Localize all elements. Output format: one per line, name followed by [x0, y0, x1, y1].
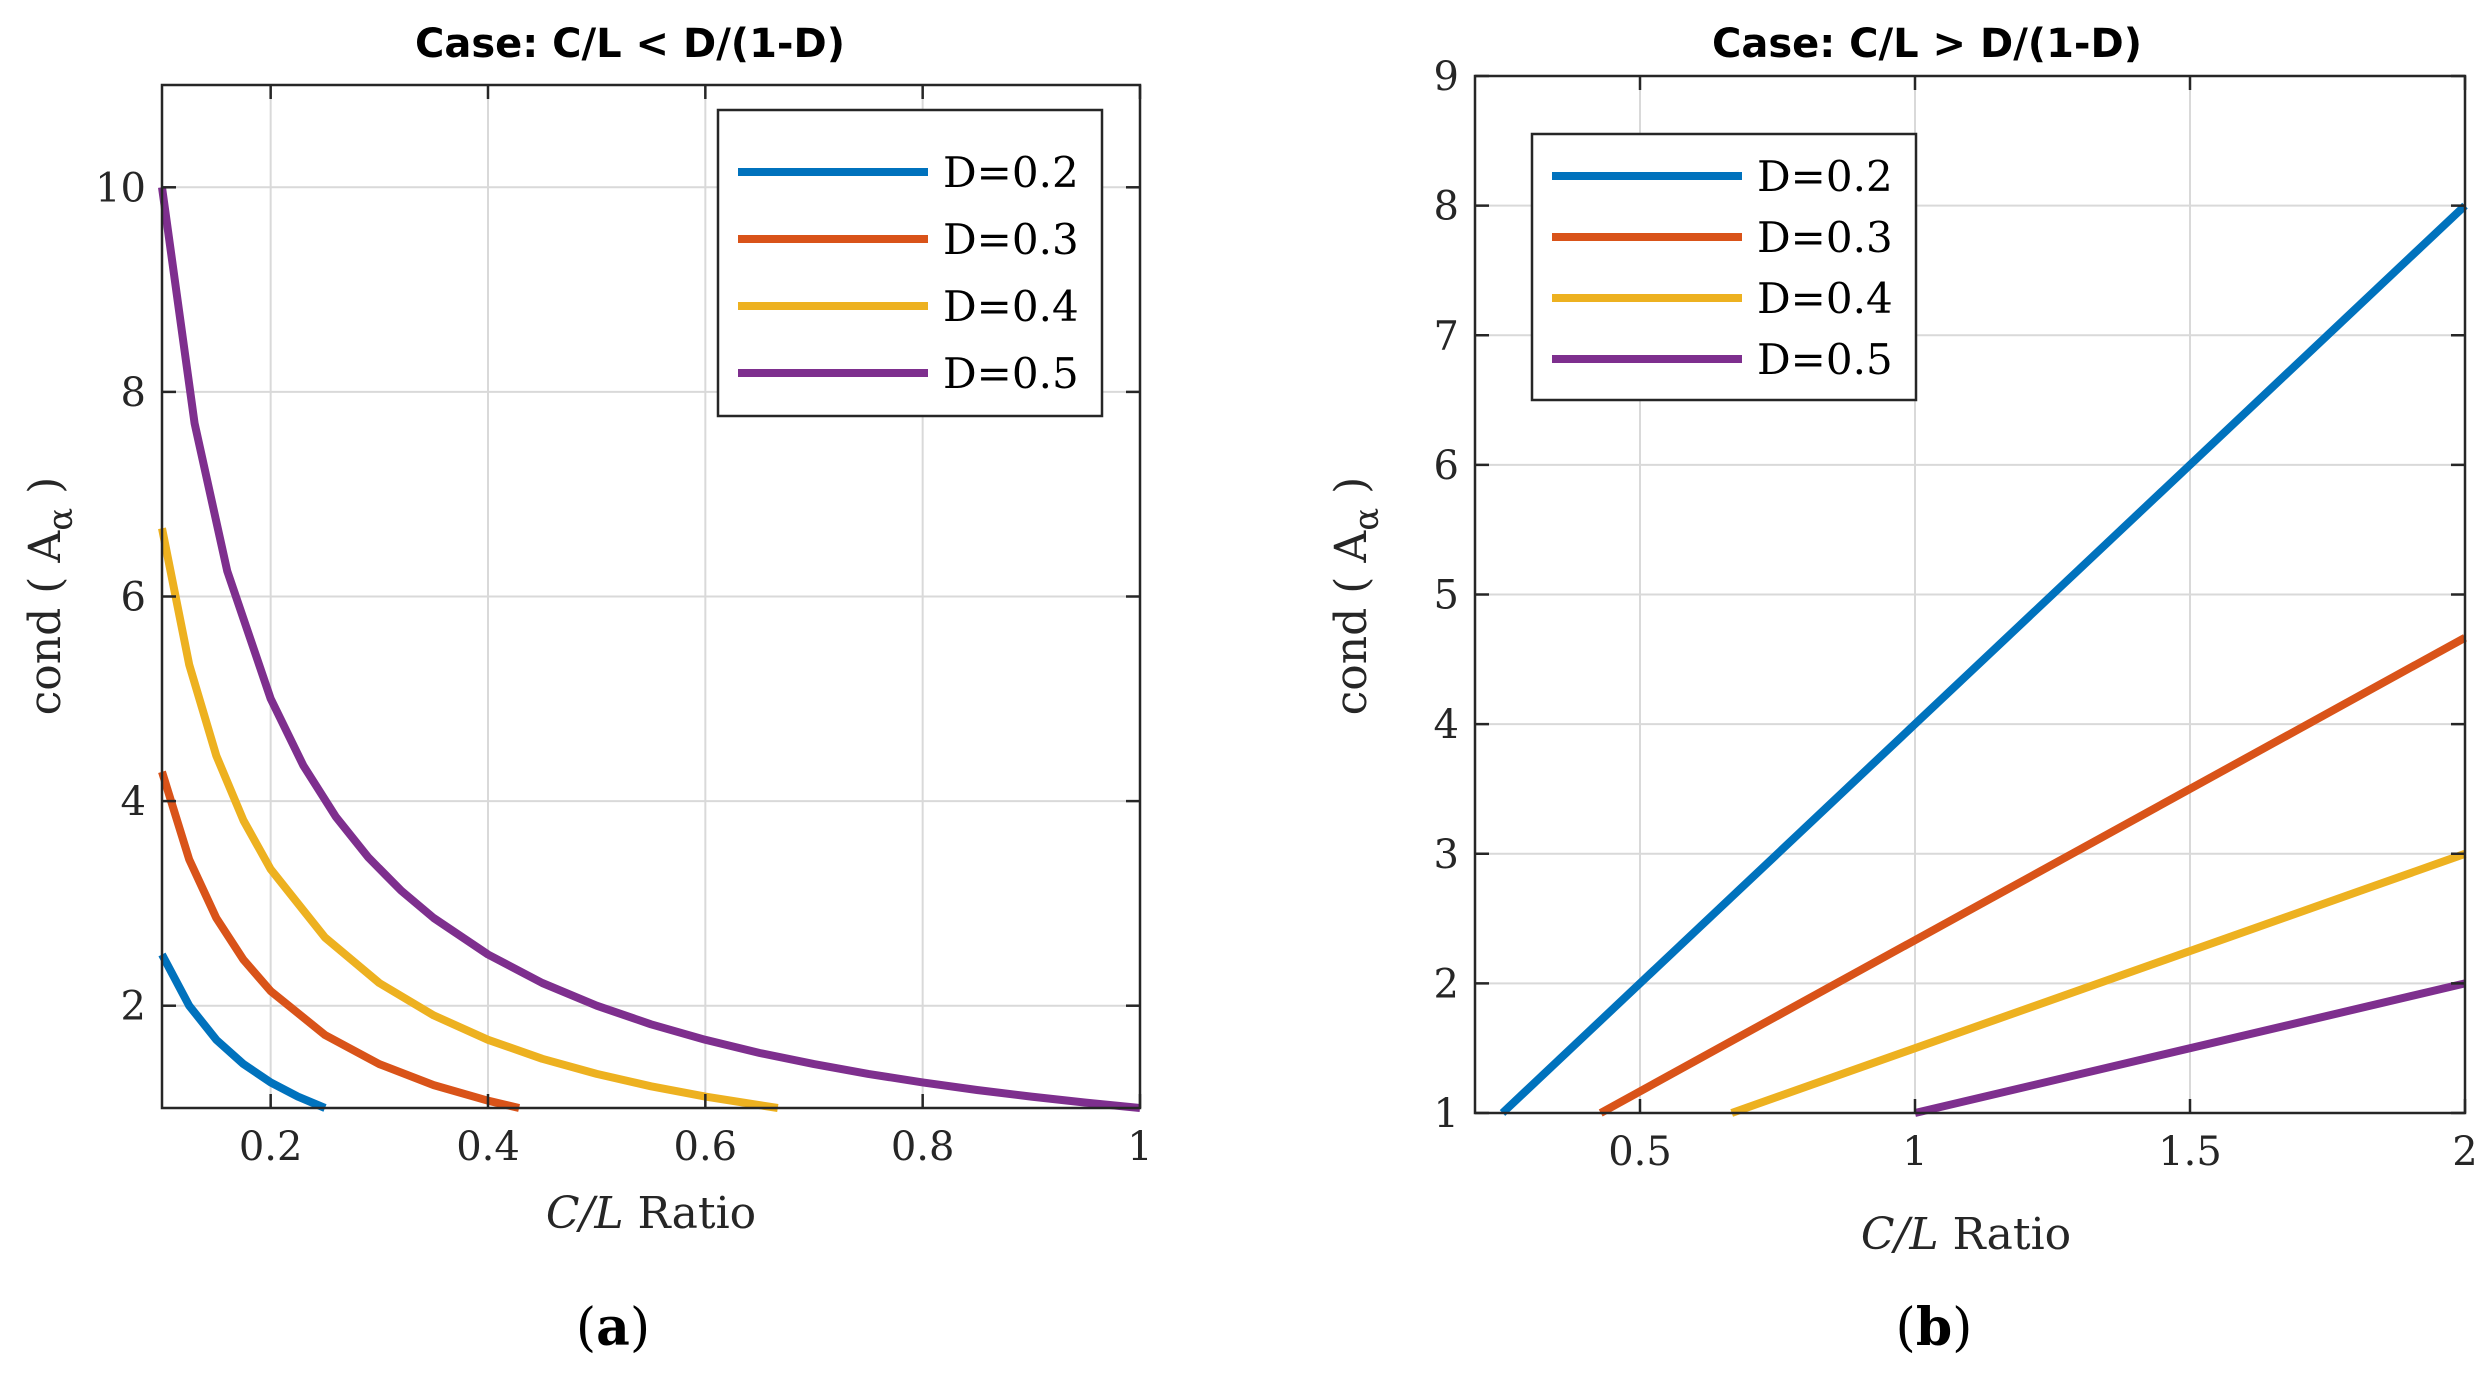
y-tick-label: 3 — [1434, 832, 1459, 878]
legend-entry-label: D=0.4 — [943, 282, 1079, 331]
x-tick-label: 2 — [2452, 1129, 2477, 1175]
series-group-b — [1499, 202, 2468, 1117]
x-axis-label-a: C/L Ratio — [546, 1188, 756, 1239]
y-tick-label: 1 — [1434, 1091, 1459, 1137]
chart-panel-a: Case: C/L < D/(1-D) 0.2 0.4 0.6 0.8 1246810 … — [20, 21, 1153, 1358]
panel-label-b: (b) — [1896, 1297, 1973, 1358]
legend-entry-label: D=0.2 — [1757, 152, 1893, 201]
x-axis-label-rest-a: Ratio — [624, 1188, 757, 1239]
y-axis-label-b: cond ( Aα ) — [1326, 477, 1387, 716]
y-axis-label-a: cond ( Aα ) — [20, 477, 81, 716]
series-line-d-0-5 — [158, 186, 1141, 1112]
series-line-d-0-3 — [158, 770, 521, 1112]
y-axis-label-main-b: cond ( A — [1326, 530, 1377, 716]
series-line-d-0-3 — [1598, 634, 2467, 1117]
panel-letter-b: b — [1916, 1297, 1952, 1358]
y-tick-label: 2 — [1434, 961, 1459, 1007]
series-line-d-0-2 — [1499, 202, 2468, 1116]
panel-letter-a: a — [596, 1297, 630, 1358]
legend-b: D=0.2 D=0.3 D=0.4 D=0.5 — [1530, 132, 1918, 402]
legend-entry-label: D=0.5 — [1757, 335, 1893, 384]
y-tick-label: 8 — [121, 370, 146, 416]
y-tick-label: 4 — [121, 779, 146, 825]
chart-panel-b: Case: C/L > D/(1-D) 0.5 1 1.5 2 1 2 3 4 5 6 7 8 9 C/… — [1326, 21, 2478, 1358]
y-axis-label-close-a: ) — [20, 477, 71, 508]
y-tick-label: 6 — [1434, 443, 1459, 489]
series-group-a — [158, 186, 1141, 1112]
y-axis-label-main-a: cond ( A — [20, 530, 71, 716]
x-tick-label: 0.4 — [456, 1124, 520, 1170]
legend-entry-label: D=0.3 — [943, 215, 1079, 264]
y-tick-label: 2 — [121, 984, 146, 1030]
series-line-d-0-2 — [158, 952, 327, 1112]
chart-title-b: Case: C/L > D/(1-D) — [1712, 21, 2142, 67]
ticks-b: 0.5 1 1.5 2 1 2 3 4 5 6 7 8 9 — [1434, 54, 2478, 1175]
y-axis-label-sub-b: α — [1347, 508, 1387, 531]
y-axis-label-close-b: ) — [1326, 477, 1377, 508]
y-tick-label: 10 — [95, 165, 146, 211]
y-tick-label: 6 — [121, 575, 146, 621]
x-axis-label-italic-b: C/L — [1861, 1209, 1939, 1260]
legend-entry-label: D=0.4 — [1757, 274, 1893, 323]
series-line-d-0-5 — [1914, 979, 2466, 1117]
chart-title-a: Case: C/L < D/(1-D) — [415, 21, 845, 67]
x-tick-label: 0.5 — [1608, 1129, 1672, 1175]
y-tick-label: 4 — [1434, 702, 1459, 748]
x-tick-label: 1 — [1127, 1124, 1152, 1170]
y-axis-label-sub-a: α — [41, 508, 81, 531]
x-tick-label: 0.6 — [674, 1124, 738, 1170]
legend-a: D=0.2 D=0.3 D=0.4 D=0.5 — [716, 108, 1104, 418]
x-axis-label-b: C/L Ratio — [1861, 1209, 2071, 1260]
x-tick-label: 0.2 — [239, 1124, 303, 1170]
x-tick-label: 0.8 — [891, 1124, 955, 1170]
series-line-d-0-4 — [1730, 850, 2467, 1117]
y-tick-label: 8 — [1434, 184, 1459, 230]
x-axis-label-italic-a: C/L — [546, 1188, 624, 1239]
legend-entry-label: D=0.3 — [1757, 213, 1893, 262]
panel-label-a: (a) — [576, 1297, 650, 1358]
y-tick-label: 9 — [1434, 54, 1459, 100]
legend-entry-label: D=0.2 — [943, 148, 1079, 197]
x-axis-label-rest-b: Ratio — [1939, 1209, 2072, 1260]
legend-entry-label: D=0.5 — [943, 349, 1079, 398]
y-tick-label: 5 — [1434, 573, 1459, 619]
ticks-a: 0.2 0.4 0.6 0.8 1 2 4 6 8 10 — [95, 85, 1153, 1170]
x-tick-label: 1.5 — [2158, 1129, 2222, 1175]
series-line-d-0-4 — [158, 527, 779, 1112]
legend-box-a — [716, 108, 1104, 418]
y-tick-label: 7 — [1434, 313, 1459, 359]
x-tick-label: 1 — [1902, 1129, 1927, 1175]
